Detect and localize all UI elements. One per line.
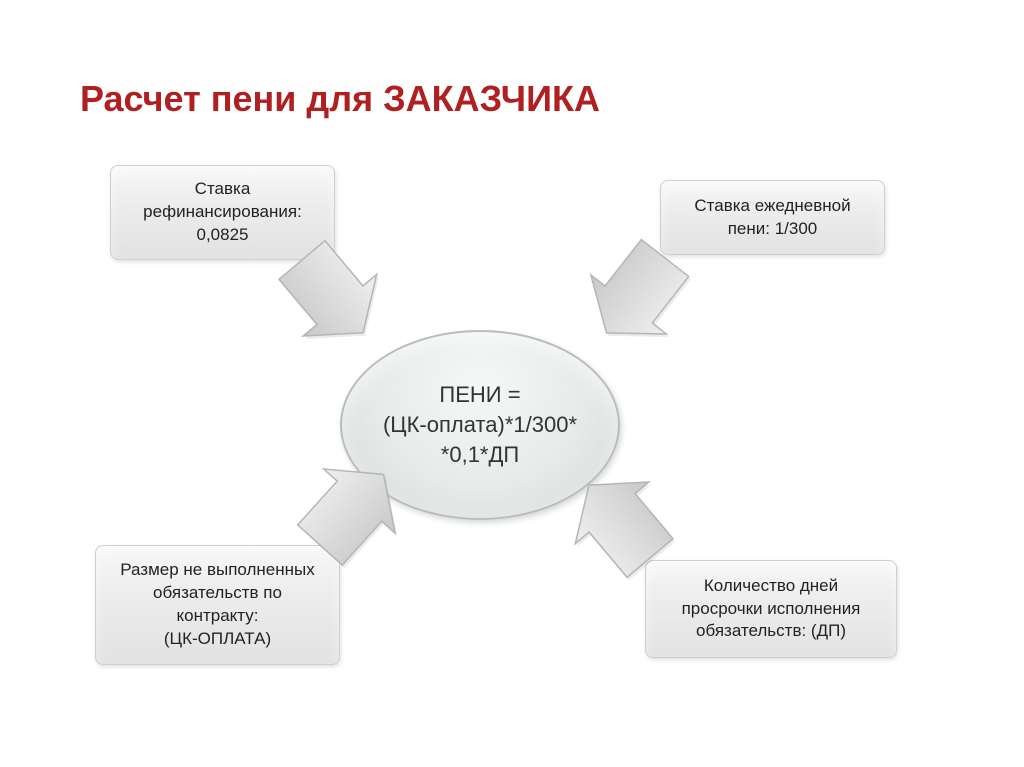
box-top-left: Ставка рефинансирования: 0,0825 xyxy=(110,165,335,260)
box-bottom-right: Количество дней просрочки исполнения обя… xyxy=(645,560,897,658)
box-top-right: Ставка ежедневной пени: 1/300 xyxy=(660,180,885,255)
page-title: Расчет пени для ЗАКАЗЧИКА xyxy=(80,78,600,120)
box-bottom-left: Размер не выполненных обязательств по ко… xyxy=(95,545,340,665)
center-formula: ПЕНИ = (ЦК-оплата)*1/300* *0,1*ДП xyxy=(383,380,577,469)
center-node: ПЕНИ = (ЦК-оплата)*1/300* *0,1*ДП xyxy=(340,330,620,520)
